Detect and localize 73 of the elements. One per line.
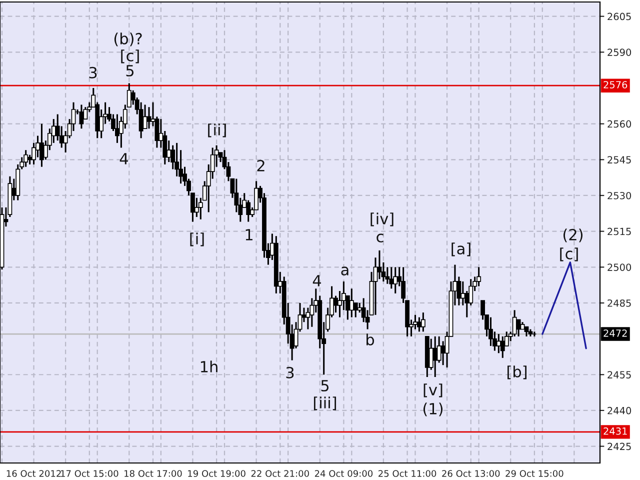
annotation: [c] bbox=[121, 50, 139, 64]
annotation: [iii] bbox=[314, 396, 336, 410]
candlestick bbox=[500, 336, 505, 359]
annotation: 1h bbox=[200, 360, 218, 372]
annotation: 1 bbox=[246, 229, 252, 240]
y-tick-label: 2440 bbox=[608, 406, 632, 414]
annotation: (1) bbox=[423, 402, 443, 416]
candlestick bbox=[377, 250, 382, 280]
candlestick bbox=[389, 266, 394, 290]
annotation: 5 bbox=[126, 65, 134, 76]
candlestick bbox=[488, 316, 493, 347]
x-tick-label: 29 Oct 15:00 bbox=[506, 470, 564, 477]
annotation: (2) bbox=[563, 228, 583, 242]
annotation: [i] bbox=[190, 232, 204, 246]
candlestick bbox=[353, 302, 358, 318]
annotation: a bbox=[341, 266, 348, 276]
annotation: 4 bbox=[312, 275, 322, 286]
y-tick-label: 2590 bbox=[608, 48, 632, 56]
annotation: 5 bbox=[321, 380, 329, 392]
candlestick bbox=[138, 102, 144, 139]
x-tick-label: 19 Oct 19:00 bbox=[188, 470, 246, 477]
annotation: 3 bbox=[89, 66, 97, 78]
annotation: (b)? bbox=[114, 32, 142, 46]
annotation: [iv] bbox=[370, 212, 394, 226]
x-tick-label: 18 Oct 17:00 bbox=[124, 470, 182, 477]
x-tick-label: 25 Oct 11:00 bbox=[378, 470, 436, 477]
y-tick-label: 2545 bbox=[608, 156, 631, 164]
candlestick bbox=[166, 140, 172, 163]
y-tick-label: 2515 bbox=[608, 228, 631, 236]
annotation: 4 bbox=[120, 153, 128, 164]
annotation: c bbox=[376, 234, 384, 242]
candlestick bbox=[512, 309, 517, 338]
y-tick-label: 2500 bbox=[608, 264, 632, 271]
annotation: [ii] bbox=[208, 124, 226, 138]
annotation: [b] bbox=[508, 366, 526, 380]
candlestick bbox=[115, 114, 120, 144]
ref-line-label: 2472 bbox=[604, 329, 627, 337]
x-tick-label: 26 Oct 13:00 bbox=[442, 470, 500, 477]
y-tick-label: 2560 bbox=[608, 120, 632, 128]
annotation: [a] bbox=[452, 242, 470, 256]
y-tick-label: 2485 bbox=[608, 299, 631, 307]
x-tick-label: 24 Oct 09:00 bbox=[314, 470, 373, 477]
candlestick bbox=[40, 123, 44, 168]
candlestick bbox=[246, 199, 251, 223]
candlestick bbox=[393, 266, 398, 294]
y-tick-label: 2605 bbox=[608, 12, 631, 20]
candlestick bbox=[24, 149, 28, 168]
ref-line-label: 2431 bbox=[604, 427, 627, 435]
annotation: [v] bbox=[424, 384, 442, 398]
candlestick bbox=[524, 326, 529, 338]
candlestick bbox=[349, 288, 354, 318]
annotation: 3 bbox=[286, 366, 294, 378]
x-tick-label: 22 Oct 21:00 bbox=[251, 470, 309, 477]
candlestick bbox=[476, 266, 482, 288]
y-tick-label: 2455 bbox=[608, 371, 631, 378]
x-tick-label: 17 Oct 15:00 bbox=[60, 470, 118, 477]
y-tick-label: 2530 bbox=[608, 192, 632, 200]
y-tick-label: 2425 bbox=[608, 442, 631, 450]
candlestick bbox=[146, 106, 152, 130]
annotation: b bbox=[366, 334, 374, 346]
annotation: 2 bbox=[257, 160, 264, 172]
ref-line-label: 2576 bbox=[604, 81, 628, 88]
candlestick bbox=[420, 312, 426, 332]
candlestick bbox=[385, 266, 390, 285]
x-tick-label: 16 Oct 2012 bbox=[6, 470, 61, 477]
candlestick bbox=[460, 280, 466, 306]
candlestick bbox=[416, 316, 422, 332]
candlestick bbox=[142, 104, 148, 130]
annotation: [c] bbox=[560, 248, 578, 262]
candlestick bbox=[496, 333, 501, 354]
candlestick bbox=[334, 295, 338, 314]
candlestick bbox=[440, 340, 446, 366]
candlestick bbox=[432, 336, 438, 378]
